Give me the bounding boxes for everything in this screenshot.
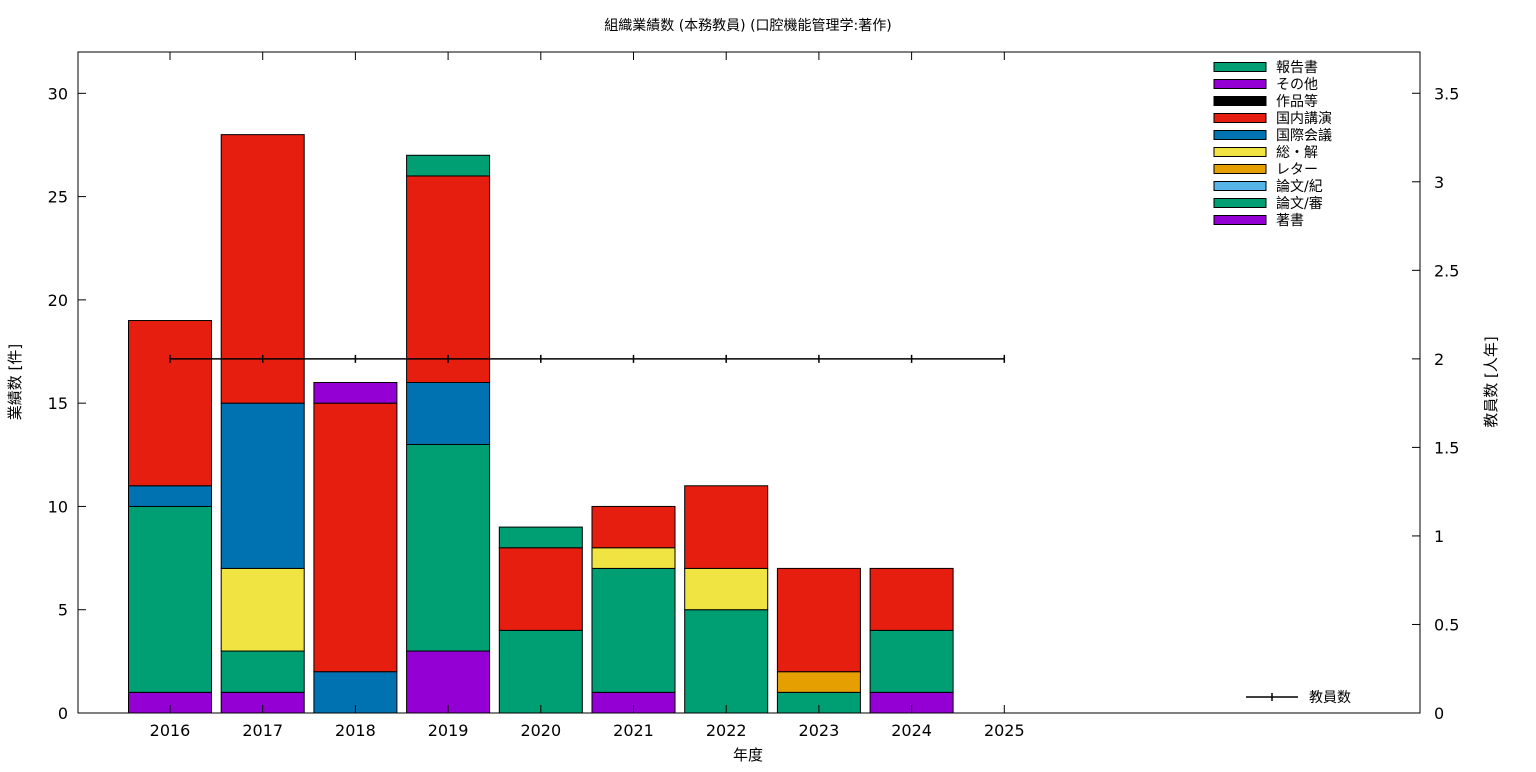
teacher-count-line-layer bbox=[169, 354, 1006, 363]
bar-segment-2019-5 bbox=[406, 382, 491, 445]
bar-segment-2024-6 bbox=[869, 567, 954, 631]
bar-segment-2019-6 bbox=[406, 175, 491, 383]
chart-title: 組織業績数 (本務教員) (口腔機能管理学:著作) bbox=[604, 18, 891, 34]
legend-line-label: 教員数 bbox=[1309, 690, 1351, 706]
bar-segment-2020-6 bbox=[498, 547, 583, 631]
legend-label-2: 作品等 bbox=[1276, 93, 1318, 110]
bar-segment-2016-1 bbox=[128, 505, 212, 693]
bar-segment-2022-1 bbox=[684, 609, 769, 714]
x-axis-title: 年度 bbox=[733, 746, 763, 764]
bar-segment-2017-4 bbox=[220, 567, 305, 652]
bar-segment-2023-3 bbox=[776, 671, 861, 693]
bar-segment-2022-6 bbox=[684, 485, 769, 569]
legend-swatch-5 bbox=[1213, 147, 1267, 157]
y-tick-label-5: 5 bbox=[58, 601, 68, 620]
bar-segment-2024-1 bbox=[869, 629, 954, 693]
y2-tick-label-2.5: 2.5 bbox=[1434, 261, 1459, 280]
bar-segment-2018-6 bbox=[313, 402, 398, 673]
legend-label-3: 国内講演 bbox=[1276, 111, 1332, 127]
y-tick-label-20: 20 bbox=[48, 291, 68, 310]
bar-segment-2021-1 bbox=[591, 567, 676, 693]
legend-swatch-3 bbox=[1213, 113, 1267, 123]
x-tick-label-2024: 2024 bbox=[891, 721, 932, 740]
bar-segment-2017-1 bbox=[220, 650, 305, 693]
y-tick-label-25: 25 bbox=[48, 188, 68, 207]
bar-segment-2020-9 bbox=[498, 526, 583, 549]
legend-label-5: 総・解 bbox=[1276, 145, 1318, 161]
y-tick-label-10: 10 bbox=[48, 497, 68, 516]
bar-segment-2022-4 bbox=[684, 567, 769, 611]
bar-segment-2019-0 bbox=[406, 650, 491, 714]
bar-segment-2017-6 bbox=[220, 134, 305, 404]
x-tick-label-2018: 2018 bbox=[335, 721, 376, 740]
bar-segment-2017-5 bbox=[220, 402, 305, 569]
x-tick-label-2021: 2021 bbox=[613, 721, 654, 740]
legend-label-9: 著書 bbox=[1276, 213, 1304, 229]
bar-segment-2016-6 bbox=[128, 320, 212, 487]
y2-tick-label-3.5: 3.5 bbox=[1434, 84, 1459, 103]
legend-label-1: その他 bbox=[1276, 77, 1318, 93]
legend-swatch-6 bbox=[1213, 164, 1267, 174]
legend-label-0: 報告書 bbox=[1276, 60, 1318, 76]
legend-swatch-4 bbox=[1213, 130, 1267, 140]
bar-segment-2020-1 bbox=[498, 629, 583, 714]
x-tick-label-2022: 2022 bbox=[706, 721, 747, 740]
y-tick-label-0: 0 bbox=[58, 704, 68, 723]
x-tick-label-2020: 2020 bbox=[520, 721, 561, 740]
y-tick-label-30: 30 bbox=[48, 84, 68, 103]
legend-swatch-8 bbox=[1213, 198, 1267, 208]
legend-label-7: 論文/紀 bbox=[1276, 179, 1323, 195]
y-tick-label-15: 15 bbox=[48, 394, 68, 413]
legend-swatch-0 bbox=[1213, 62, 1267, 72]
legend-label-8: 論文/審 bbox=[1276, 196, 1323, 212]
plot-frame bbox=[77, 51, 1421, 714]
y2-tick-label-1: 1 bbox=[1434, 527, 1444, 546]
legend-label-4: 国際会議 bbox=[1276, 127, 1332, 144]
x-tick-label-2019: 2019 bbox=[428, 721, 469, 740]
legend-swatch-7 bbox=[1213, 181, 1267, 191]
bar-segment-2019-9 bbox=[406, 154, 491, 177]
y2-tick-label-0.5: 0.5 bbox=[1434, 615, 1459, 634]
bar-segment-2021-4 bbox=[591, 547, 676, 569]
bar-segment-2021-6 bbox=[591, 505, 676, 549]
y-axis-title: 業績数 [件] bbox=[6, 344, 24, 420]
legend-swatch-1 bbox=[1213, 79, 1267, 89]
legend-swatch-2 bbox=[1213, 96, 1267, 106]
bar-segment-2016-5 bbox=[128, 485, 212, 507]
y2-axis-title: 教員数 [人年] bbox=[1482, 336, 1500, 427]
y2-tick-label-1.5: 1.5 bbox=[1434, 438, 1459, 457]
y2-tick-label-2: 2 bbox=[1434, 350, 1444, 369]
bar-segment-2019-1 bbox=[406, 443, 491, 652]
x-tick-label-2023: 2023 bbox=[799, 721, 840, 740]
legend-swatch-9 bbox=[1213, 215, 1267, 225]
bars-layer bbox=[128, 134, 954, 714]
bar-segment-2023-6 bbox=[776, 567, 861, 673]
y2-tick-label-0: 0 bbox=[1434, 704, 1444, 723]
y2-tick-label-3: 3 bbox=[1434, 173, 1444, 192]
x-tick-label-2017: 2017 bbox=[242, 721, 283, 740]
x-tick-label-2016: 2016 bbox=[150, 721, 191, 740]
legend-label-6: レター bbox=[1276, 162, 1318, 178]
bar-segment-2018-8 bbox=[313, 382, 398, 404]
x-tick-label-2025: 2025 bbox=[984, 721, 1025, 740]
